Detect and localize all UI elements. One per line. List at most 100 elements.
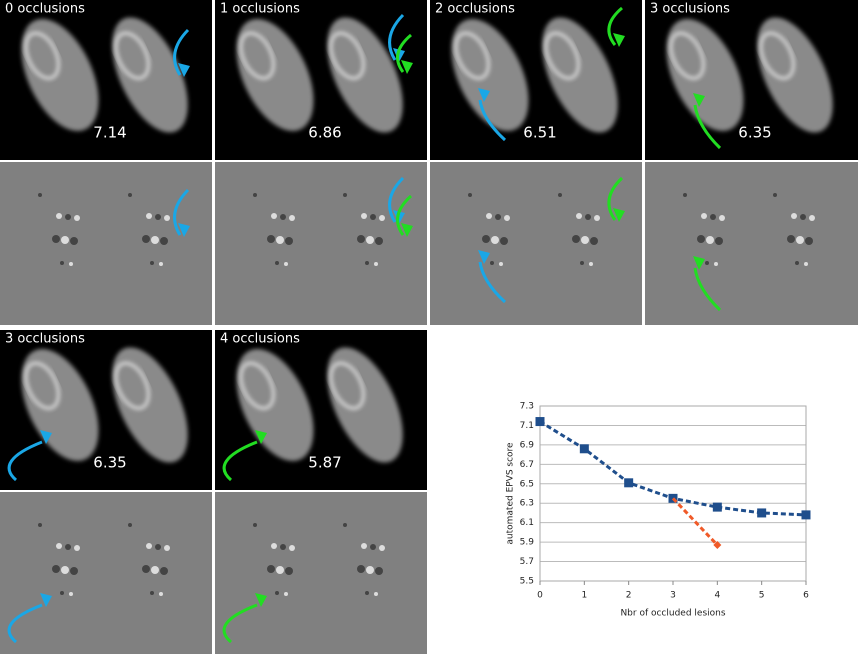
arrow bbox=[478, 261, 507, 304]
x-tick-label: 1 bbox=[581, 591, 587, 601]
brain-region bbox=[112, 17, 188, 133]
speckle bbox=[374, 262, 378, 266]
speckle bbox=[164, 215, 170, 221]
brain-edge bbox=[24, 31, 60, 80]
brain-edge bbox=[114, 361, 150, 410]
arrow-head bbox=[40, 430, 52, 444]
speckle bbox=[490, 261, 494, 265]
speckle bbox=[38, 523, 42, 527]
arrow bbox=[7, 440, 43, 482]
arrow bbox=[607, 6, 623, 46]
speckle bbox=[253, 523, 257, 527]
arrow-head bbox=[478, 250, 490, 264]
arrow bbox=[388, 176, 405, 223]
y-tick-label: 5.5 bbox=[520, 577, 534, 587]
arrow bbox=[222, 440, 258, 482]
y-tick-label: 5.7 bbox=[520, 557, 534, 567]
speckle bbox=[150, 591, 154, 595]
speckle bbox=[142, 235, 150, 243]
speckle bbox=[275, 591, 279, 595]
speckle bbox=[150, 261, 154, 265]
panel-score: 6.35 bbox=[93, 454, 126, 472]
panel-label: 2 occlusions bbox=[435, 2, 515, 17]
arrow bbox=[7, 603, 43, 644]
panel: 2 occlusions 6.51 bbox=[430, 0, 642, 325]
speckle bbox=[379, 545, 385, 551]
speckle bbox=[710, 214, 716, 220]
panel: 1 occlusions 6.86 bbox=[215, 0, 427, 325]
y-tick-label: 7.1 bbox=[520, 421, 534, 431]
speckle bbox=[706, 236, 714, 244]
arrow-head bbox=[40, 593, 52, 607]
speckle bbox=[38, 193, 42, 197]
speckle bbox=[74, 215, 80, 221]
speckle bbox=[773, 193, 777, 197]
speckle bbox=[289, 545, 295, 551]
panel-score: 7.14 bbox=[93, 124, 126, 142]
speckle bbox=[590, 237, 598, 245]
brain-edge bbox=[759, 31, 795, 80]
speckle bbox=[271, 543, 277, 549]
speckle bbox=[343, 193, 347, 197]
arrow-head bbox=[255, 593, 267, 607]
speckle bbox=[276, 566, 284, 574]
x-tick-label: 5 bbox=[759, 591, 765, 601]
speckle bbox=[289, 215, 295, 221]
arrow-head bbox=[401, 60, 413, 74]
speckle bbox=[370, 214, 376, 220]
speckle bbox=[366, 566, 374, 574]
speckle bbox=[74, 545, 80, 551]
speckle bbox=[379, 215, 385, 221]
speckle bbox=[589, 262, 593, 266]
difference-map bbox=[0, 162, 212, 325]
y-axis-label: automated EPVS score bbox=[506, 442, 516, 545]
y-tick-label: 6.3 bbox=[520, 499, 534, 509]
speckle bbox=[795, 261, 799, 265]
speckle bbox=[804, 262, 808, 266]
panel: 3 occlusions 6.35 bbox=[0, 330, 212, 654]
speckle bbox=[146, 543, 152, 549]
speckle bbox=[151, 566, 159, 574]
speckle bbox=[504, 215, 510, 221]
speckle bbox=[714, 262, 718, 266]
speckle bbox=[60, 261, 64, 265]
panel: 0 occlusions 7.14 bbox=[0, 0, 212, 325]
speckle bbox=[683, 193, 687, 197]
speckle bbox=[69, 262, 73, 266]
panel-score: 6.51 bbox=[523, 124, 556, 142]
marker bbox=[713, 541, 722, 550]
brain-edge bbox=[239, 361, 275, 410]
arrow bbox=[693, 104, 722, 150]
speckle bbox=[357, 235, 365, 243]
speckle bbox=[800, 214, 806, 220]
speckle bbox=[491, 236, 499, 244]
difference-map bbox=[645, 162, 858, 325]
brain-edge bbox=[329, 361, 365, 410]
speckle bbox=[160, 237, 168, 245]
brain-edge bbox=[239, 31, 275, 80]
speckle bbox=[791, 213, 797, 219]
x-axis-label: Nbr of occluded lesions bbox=[620, 609, 725, 619]
y-tick-label: 7.3 bbox=[520, 402, 534, 412]
brain-edge bbox=[329, 31, 365, 80]
speckle bbox=[343, 523, 347, 527]
brain-region bbox=[327, 17, 403, 133]
brain-region bbox=[451, 18, 529, 132]
brain-edge bbox=[114, 31, 150, 80]
marker bbox=[712, 502, 722, 512]
chart-background bbox=[430, 330, 858, 654]
arrow bbox=[173, 188, 190, 236]
brain-edge bbox=[669, 31, 705, 80]
panel-label: 4 occlusions bbox=[220, 332, 300, 347]
y-tick-label: 6.1 bbox=[520, 518, 534, 528]
brain-region bbox=[666, 18, 744, 132]
speckle bbox=[128, 193, 132, 197]
arrow-head bbox=[255, 430, 267, 444]
arrow bbox=[173, 28, 190, 76]
panel-label: 1 occlusions bbox=[220, 2, 300, 17]
speckle bbox=[267, 565, 275, 573]
arrow-head bbox=[401, 223, 413, 237]
speckle bbox=[159, 592, 163, 596]
speckle bbox=[375, 237, 383, 245]
